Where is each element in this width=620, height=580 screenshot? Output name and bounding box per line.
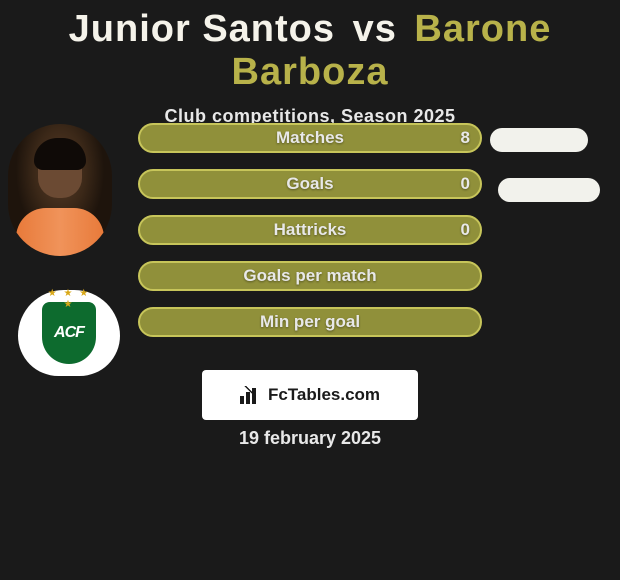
- club-crest: ★ ★ ★ ★ ACF: [18, 290, 120, 376]
- stat-value-player-a: 0: [461, 220, 470, 240]
- stat-row: Matches8: [138, 123, 482, 153]
- date-text: 19 february 2025: [0, 428, 620, 449]
- player-a-avatar: [8, 124, 112, 256]
- player-b-pill-matches: [490, 128, 588, 152]
- crest-stars-icon: ★ ★ ★ ★: [42, 288, 96, 310]
- stat-row: Goals per match: [138, 261, 482, 291]
- stat-label: Goals per match: [140, 266, 480, 286]
- stat-label: Hattricks: [140, 220, 480, 240]
- stat-label: Min per goal: [140, 312, 480, 332]
- stat-value-player-a: 8: [461, 128, 470, 148]
- vs-text: vs: [353, 8, 397, 50]
- chart-icon: [240, 386, 262, 404]
- crest-initials: ACF: [54, 324, 84, 342]
- stat-row: Goals0: [138, 169, 482, 199]
- player-b-pill-goals: [498, 178, 600, 202]
- stat-label: Goals: [140, 174, 480, 194]
- stats-list: Matches8Goals0Hattricks0Goals per matchM…: [138, 123, 482, 353]
- stat-row: Min per goal: [138, 307, 482, 337]
- source-label: FcTables.com: [268, 385, 380, 405]
- player-a-name: Junior Santos: [69, 8, 335, 50]
- stat-label: Matches: [140, 128, 480, 148]
- page-title: Junior Santos vs Barone Barboza: [0, 0, 620, 94]
- stat-row: Hattricks0: [138, 215, 482, 245]
- stat-value-player-a: 0: [461, 174, 470, 194]
- source-logo: FcTables.com: [202, 370, 418, 420]
